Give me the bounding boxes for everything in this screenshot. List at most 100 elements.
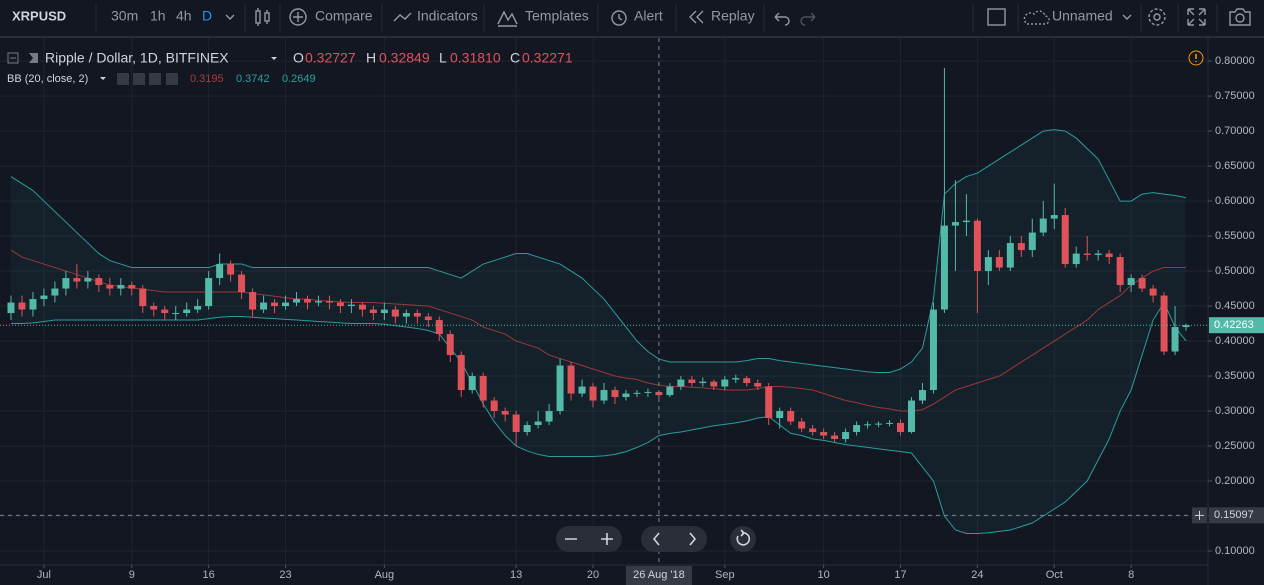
replay-icon[interactable] [689, 10, 704, 24]
candle-body [622, 393, 630, 398]
candle-body [699, 381, 707, 384]
templates-button[interactable]: Templates [525, 8, 589, 24]
band-fill [10, 129, 1187, 534]
candle-body [1127, 278, 1135, 286]
y-tick-label: 0.70000 [1215, 125, 1255, 137]
layout-icon[interactable] [987, 8, 1006, 26]
reset-button[interactable] [730, 526, 756, 552]
y-tick-label: 0.35000 [1215, 370, 1255, 382]
candle-body [1006, 243, 1014, 268]
candle-body [435, 320, 443, 335]
candle-body [1061, 215, 1069, 265]
y-tick-label: 0.75000 [1215, 90, 1255, 102]
candle-body [688, 379, 696, 384]
ohlc-value: 0.32849 [379, 50, 430, 66]
candle-body [523, 425, 531, 433]
crosshair-time-label: 26 Aug '18 [633, 569, 685, 581]
indicator-controls[interactable] [117, 73, 178, 85]
chevron[interactable] [1122, 14, 1132, 20]
interval[interactable]: 30m [111, 8, 138, 24]
interval[interactable]: D [202, 8, 212, 24]
settings-icon[interactable] [1148, 8, 1166, 26]
candle-body [1083, 253, 1091, 255]
candle-body [1138, 278, 1146, 289]
undo[interactable] [774, 12, 790, 26]
redo[interactable] [800, 12, 816, 26]
ohlc-value: 0.32727 [305, 50, 356, 66]
interval[interactable]: 1h [150, 8, 166, 24]
collapse-box[interactable] [7, 52, 19, 64]
candle-body [84, 278, 92, 282]
candle-body [128, 285, 136, 289]
candle-body [336, 302, 344, 307]
candle-body [446, 334, 454, 356]
candle-body [666, 386, 674, 396]
candle-body [567, 365, 575, 394]
candle-body [413, 313, 421, 317]
crosshair-price-box [1209, 507, 1264, 524]
candle-body [743, 378, 751, 384]
dropdown[interactable] [100, 77, 106, 80]
candle-body [973, 220, 981, 272]
candle-body [940, 225, 948, 310]
x-tick-label: 16 [203, 569, 215, 581]
compare-button[interactable]: Compare [315, 8, 373, 24]
zoom-buttons[interactable] [565, 533, 613, 545]
candle-body [1116, 257, 1124, 286]
interval[interactable]: 4h [176, 8, 192, 24]
candle-icon[interactable] [255, 8, 270, 26]
candle-body [787, 411, 795, 422]
indicators-icon[interactable] [393, 12, 412, 22]
scroll-buttons[interactable] [652, 532, 697, 546]
candle-body [951, 222, 959, 226]
lens [1235, 13, 1245, 23]
zoom-group [556, 526, 622, 552]
candle-body [424, 316, 432, 321]
dropdown[interactable] [271, 57, 277, 60]
y-tick-label: 0.55000 [1215, 230, 1255, 242]
ohlc-key: H [366, 50, 376, 66]
candle-body [172, 313, 180, 315]
y-tick-label: 0.60000 [1215, 195, 1255, 207]
candle-body [984, 257, 992, 272]
candle-body [765, 386, 773, 419]
indicators-button[interactable]: Indicators [417, 8, 478, 24]
flag[interactable] [29, 53, 38, 63]
x-tick-label: 8 [1128, 569, 1134, 581]
fullscreen-icon[interactable] [1187, 8, 1206, 26]
candle-body [161, 309, 169, 314]
candle-body [95, 278, 103, 286]
candle-body [809, 428, 817, 433]
candle-body [732, 378, 740, 380]
symbol[interactable]: XRPUSD [12, 8, 66, 23]
warning-icon[interactable] [1188, 50, 1204, 66]
last-price-box [1209, 317, 1264, 334]
candle-body [589, 386, 597, 401]
candle-body [501, 411, 509, 415]
chart-title: Ripple / Dollar, 1D, BITFINEX [45, 50, 229, 66]
compare-icon[interactable] [289, 8, 307, 26]
y-tick-label: 0.40000 [1215, 335, 1255, 347]
x-tick-label: 20 [587, 569, 599, 581]
alert-button[interactable]: Alert [634, 8, 663, 24]
chevron[interactable] [225, 14, 235, 20]
candle-body [853, 425, 861, 433]
candle-body [842, 432, 850, 440]
candle-body [293, 299, 301, 303]
candle-body [1182, 325, 1190, 328]
templates-icon[interactable] [497, 10, 518, 27]
candle-body [260, 302, 268, 310]
candle-body [918, 390, 926, 401]
candle-body [644, 391, 652, 393]
candle-body [358, 304, 366, 310]
replay-button[interactable]: Replay [711, 8, 755, 24]
candle-body [391, 309, 399, 317]
candle-body [150, 306, 158, 310]
snapshot-icon[interactable] [1229, 8, 1251, 26]
last-price-label: 0.42263 [1214, 319, 1254, 331]
candle-body [907, 400, 915, 433]
alert-icon[interactable] [611, 10, 627, 26]
y-tick-label: 0.45000 [1215, 300, 1255, 312]
layout-name[interactable]: Unnamed [1052, 8, 1113, 24]
